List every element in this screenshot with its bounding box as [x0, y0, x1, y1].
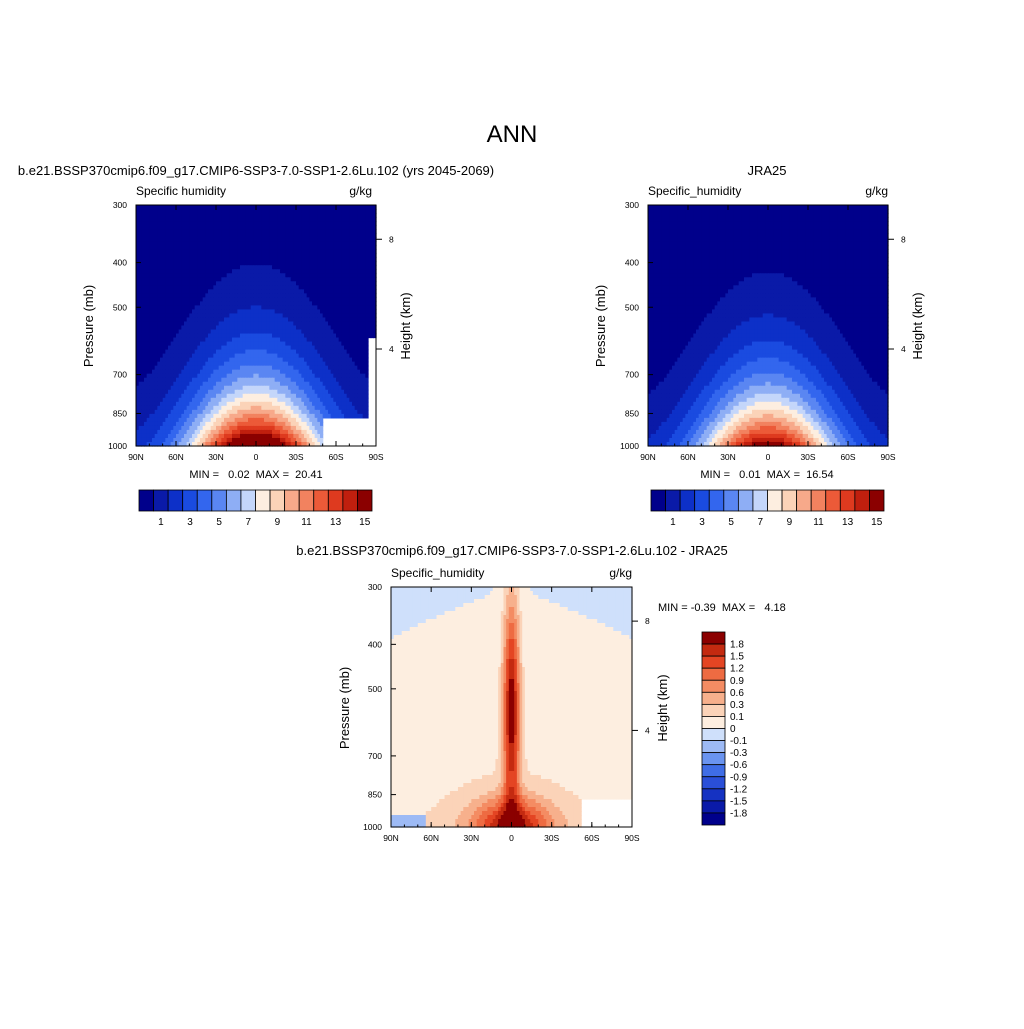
contour-cell [365, 410, 368, 415]
contour-cell [365, 362, 368, 367]
contour-cell [365, 350, 368, 355]
contour-cell [365, 386, 368, 391]
contour-cell [365, 382, 368, 387]
panel-model: b.e21.BSSP370cmip6.f09_g17.CMIP6-SSP3-7.… [18, 163, 494, 528]
contour-cell [365, 394, 368, 399]
contour-cell [365, 370, 368, 375]
contour-cell [365, 398, 368, 403]
contour-cell [320, 430, 323, 435]
contour-cell [320, 418, 323, 423]
panel-model-left-label: Specific humidity [136, 184, 226, 198]
contour-cell [365, 374, 368, 379]
page-title: ANN [487, 121, 538, 148]
contour-cell [365, 406, 368, 411]
contour-cell [320, 422, 323, 427]
contour-cell [365, 342, 368, 347]
contour-cell [365, 354, 368, 359]
panel-model-units: g/kg [349, 184, 372, 198]
panel-model-title: b.e21.BSSP370cmip6.f09_g17.CMIP6-SSP3-7.… [18, 163, 494, 178]
contour-cell [365, 358, 368, 363]
contour-cell [365, 402, 368, 407]
contour-cell [365, 390, 368, 395]
contour-cell [365, 346, 368, 351]
contour-cell [365, 366, 368, 371]
contour-cell [365, 414, 368, 419]
contour-cell [320, 426, 323, 431]
contour-cell [365, 338, 368, 343]
contour-cell [365, 378, 368, 383]
